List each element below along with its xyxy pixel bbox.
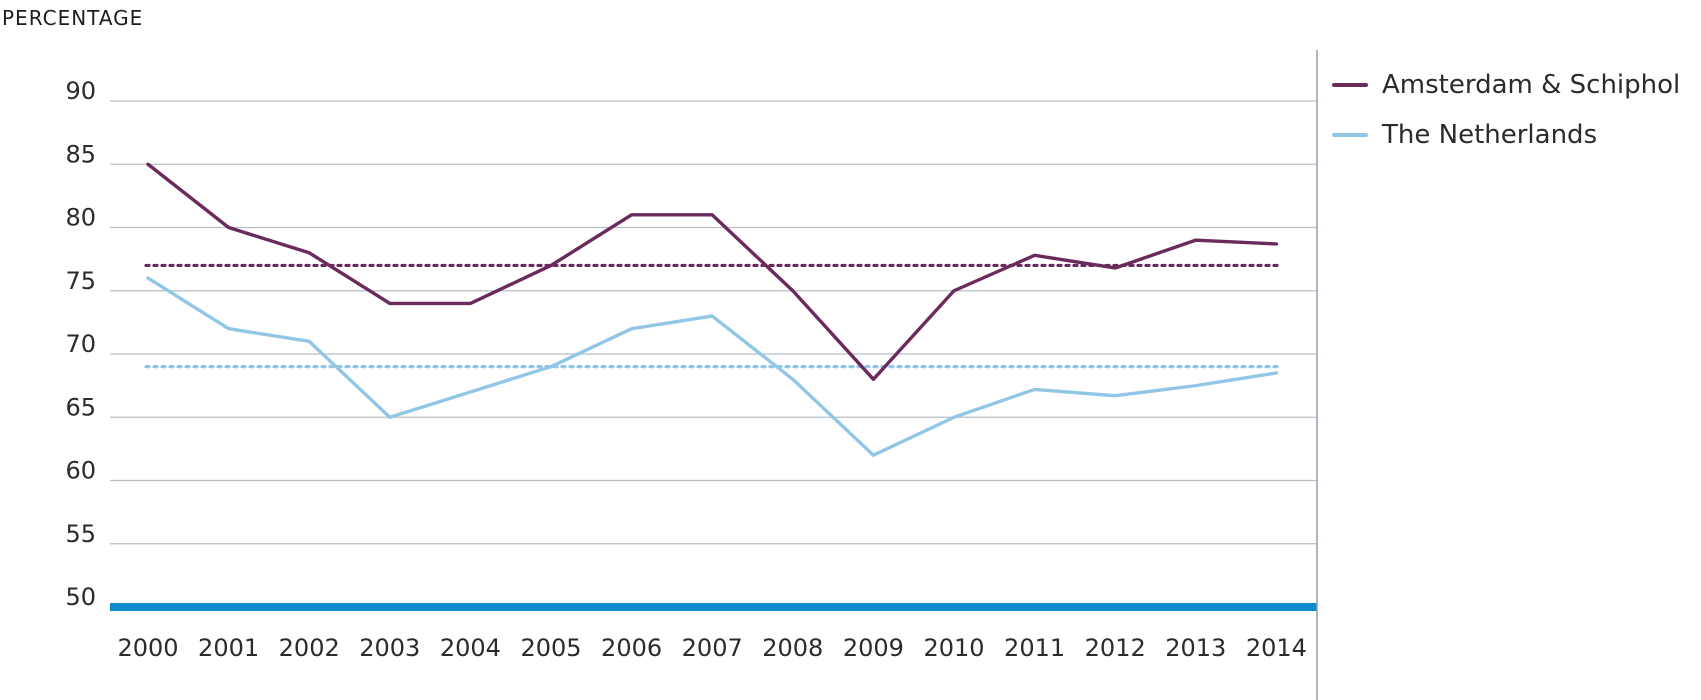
x-tick-label: 2002 <box>279 634 340 662</box>
y-tick-label: 80 <box>65 204 96 232</box>
y-tick-label: 50 <box>65 583 96 611</box>
x-tick-label: 2010 <box>923 634 984 662</box>
series-line-netherlands <box>146 276 1279 457</box>
x-tick-label: 2011 <box>1004 634 1065 662</box>
x-tick-label: 2008 <box>762 634 823 662</box>
x-tick-label: 2013 <box>1165 634 1226 662</box>
series-line-amsterdam <box>146 162 1279 381</box>
x-tick-label: 2014 <box>1246 634 1307 662</box>
x-tick-label: 2000 <box>117 634 178 662</box>
legend-swatch-netherlands <box>1332 133 1368 137</box>
y-tick-label: 75 <box>65 267 96 295</box>
x-tick-label: 2006 <box>601 634 662 662</box>
x-tick-label: 2007 <box>682 634 743 662</box>
x-tick-label: 2004 <box>440 634 501 662</box>
y-tick-label: 60 <box>65 457 96 485</box>
y-tick-label: 70 <box>65 330 96 358</box>
legend-item-amsterdam: Amsterdam & Schiphol <box>1332 70 1680 100</box>
legend-swatch-amsterdam <box>1332 83 1368 87</box>
legend-label-amsterdam: Amsterdam & Schiphol <box>1382 70 1681 100</box>
x-tick-label: 2003 <box>359 634 420 662</box>
legend-label-netherlands: The Netherlands <box>1382 120 1598 150</box>
legend: Amsterdam & Schiphol The Netherlands <box>1332 70 1680 170</box>
x-tick-label: 2012 <box>1085 634 1146 662</box>
x-tick-label: 2005 <box>520 634 581 662</box>
y-tick-label: 55 <box>65 520 96 548</box>
y-tick-label: 65 <box>65 393 96 421</box>
y-tick-label: 90 <box>65 77 96 105</box>
y-tick-label: 85 <box>65 140 96 168</box>
y-axis-title: PERCENTAGE <box>2 6 144 30</box>
legend-item-netherlands: The Netherlands <box>1332 120 1680 150</box>
x-tick-label: 2001 <box>198 634 259 662</box>
x-tick-label: 2009 <box>843 634 904 662</box>
